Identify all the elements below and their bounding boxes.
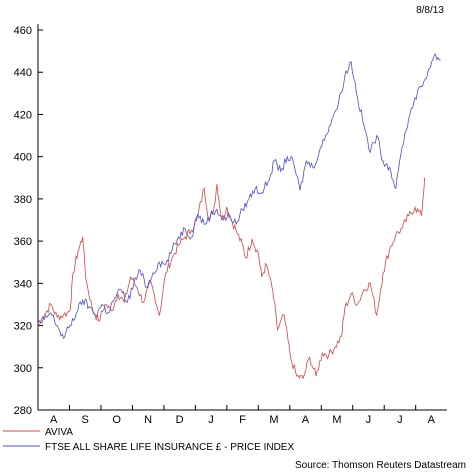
- x-tick-label: M: [332, 414, 341, 426]
- date-label: 8/8/13: [416, 5, 444, 16]
- y-tick-label: 320: [14, 321, 32, 333]
- x-tick-label: A: [302, 414, 310, 426]
- series-line-ftse-life-insurance: [37, 53, 441, 340]
- y-tick-label: 440: [14, 67, 32, 79]
- series-line-aviva: [37, 177, 425, 380]
- legend-label: AVIVA: [45, 427, 73, 438]
- series-layer: [37, 53, 441, 380]
- y-tick-label: 280: [14, 405, 32, 417]
- y-tick-label: 460: [14, 25, 32, 37]
- x-tick-label: J: [208, 414, 214, 426]
- y-tick-label: 380: [14, 194, 32, 206]
- legend-label: FTSE ALL SHARE LIFE INSURANCE £ - PRICE …: [45, 442, 294, 453]
- x-tick-label: S: [81, 414, 88, 426]
- legend: AVIVA FTSE ALL SHARE LIFE INSURANCE £ - P…: [3, 427, 294, 453]
- x-tick-label: J: [397, 414, 403, 426]
- x-tick-label: F: [239, 414, 246, 426]
- y-tick-label: 400: [14, 152, 32, 164]
- y-tick-label: 420: [14, 109, 32, 121]
- x-tick-label: O: [112, 414, 121, 426]
- x-tick-label: J: [366, 414, 372, 426]
- chart-axes: 280 300 320 340 360 380 400 420 440 460 A S O N D J F M A M…: [14, 24, 447, 426]
- x-tick-label: M: [269, 414, 278, 426]
- x-tick-label: D: [176, 414, 184, 426]
- x-tick-label: A: [50, 414, 58, 426]
- y-tick-label: 340: [14, 278, 32, 290]
- y-tick-label: 360: [14, 236, 32, 248]
- source-label: Source: Thomson Reuters Datastream: [295, 460, 466, 471]
- x-tick-label: N: [144, 414, 152, 426]
- y-tick-label: 300: [14, 363, 32, 375]
- x-tick-label: A: [428, 414, 436, 426]
